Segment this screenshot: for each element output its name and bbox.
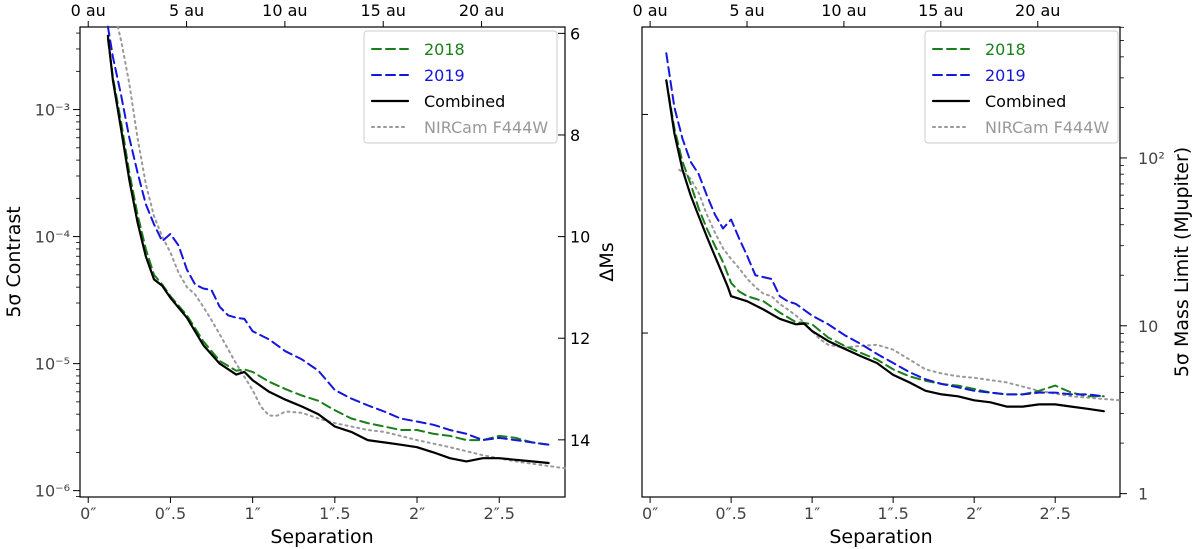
y-tick-label: 10⁻³: [35, 101, 70, 120]
right-legend-box: [924, 30, 1119, 144]
legend-label: Combined: [985, 92, 1066, 111]
x-tick-label: 0″: [642, 504, 658, 523]
series-line-nircam-f444w: [678, 168, 1121, 402]
legend-label: Combined: [424, 92, 505, 111]
legend-label: 2019: [985, 66, 1026, 85]
left-y-axis-title: 5σ Contrast: [3, 206, 25, 317]
right-x-ticks: 0″ 0″.5 1″ 1″.5 2″ 2″.5: [642, 497, 1071, 523]
top-tick-label: 20 au: [1015, 1, 1060, 20]
left-series: [106, 25, 566, 470]
right-x-axis-title: Separation: [829, 526, 932, 548]
right-panel: 0″ 0″.5 1″ 1″.5 2″ 2″.5 0 au 5 au 10 au 15 au 20 …: [632, 1, 1193, 548]
top-tick-label: 10 au: [262, 1, 307, 20]
legend-label: 2018: [424, 40, 465, 59]
right-right-axis-title: 5σ Mass Limit (MJupiter): [1171, 147, 1193, 377]
top-tick-label: 15 au: [361, 1, 406, 20]
x-tick-label: 2″.5: [484, 504, 515, 523]
x-tick-label: 0″.5: [715, 504, 746, 523]
y-tick-label: 10⁻⁴: [35, 228, 70, 247]
series-line-combined: [106, 34, 550, 465]
series-line-combined: [665, 79, 1105, 413]
top-tick-label: 5 au: [729, 1, 764, 20]
x-tick-label: 2″.5: [1039, 504, 1070, 523]
right-tick-label: 10: [570, 228, 590, 247]
x-tick-label: 1″.5: [877, 504, 908, 523]
legend-label: 2019: [424, 66, 465, 85]
legend-label: NIRCam F444W: [985, 118, 1109, 137]
right-tick-label: 1: [1138, 485, 1148, 504]
right-tick-label: 10²: [1138, 149, 1165, 168]
right-series: [665, 52, 1121, 413]
top-tick-label: 0 au: [632, 1, 667, 20]
right-right-ticks: 1 10 10²: [1120, 26, 1165, 504]
series-line-2018: [106, 37, 550, 446]
left-right-axis-title: ΔMs: [596, 242, 618, 281]
right-left-ticks: [642, 113, 648, 334]
legend-label: 2018: [985, 40, 1026, 59]
x-tick-label: 2″: [966, 504, 982, 523]
x-tick-label: 1″: [245, 504, 261, 523]
right-tick-label: 10: [1138, 317, 1158, 336]
series-line-2019: [106, 25, 550, 446]
right-tick-label: 8: [570, 126, 580, 145]
left-right-ticks: 6 8 10 12 14: [558, 24, 590, 450]
right-tick-label: 12: [570, 329, 590, 348]
left-legend: 2018 2019 Combined NIRCam F444W: [363, 30, 558, 144]
y-tick-label: 10⁻⁵: [35, 355, 70, 374]
left-x-axis-title: Separation: [270, 526, 373, 548]
right-plot-frame: [641, 26, 1121, 498]
right-tick-label: 6: [570, 24, 580, 43]
right-tick-label: 14: [570, 431, 590, 450]
legend-label: NIRCam F444W: [424, 118, 548, 137]
left-plot-frame: [79, 26, 566, 498]
right-legend: 2018 2019 Combined NIRCam F444W: [924, 30, 1119, 144]
left-panel: 0″ 0″.5 1″ 1″.5 2″ 2″.5 0 au 5 au 10 au 15 au 20 …: [3, 1, 618, 548]
series-line-nircam-f444w: [116, 25, 566, 470]
top-tick-label: 10 au: [821, 1, 866, 20]
top-tick-label: 5 au: [169, 1, 204, 20]
series-line-2019: [665, 52, 1105, 398]
top-tick-label: 15 au: [918, 1, 963, 20]
left-x-ticks: 0″ 0″.5 1″ 1″.5 2″ 2″.5: [80, 497, 515, 523]
x-tick-label: 1″: [804, 504, 820, 523]
x-tick-label: 0″.5: [155, 504, 186, 523]
y-tick-label: 10⁻⁶: [35, 482, 70, 501]
top-tick-label: 0 au: [71, 1, 106, 20]
left-y-ticks: 10⁻⁶ 10⁻⁵ 10⁻⁴ 10⁻³: [35, 32, 80, 501]
left-top-ticks: 0 au 5 au 10 au 15 au 20 au: [71, 1, 504, 27]
x-tick-label: 2″: [409, 504, 425, 523]
x-tick-label: 0″: [80, 504, 96, 523]
top-tick-label: 20 au: [459, 1, 504, 20]
x-tick-label: 1″.5: [319, 504, 350, 523]
right-top-ticks: 0 au 5 au 10 au 15 au 20 au: [632, 1, 1060, 27]
left-legend-box: [363, 30, 558, 144]
